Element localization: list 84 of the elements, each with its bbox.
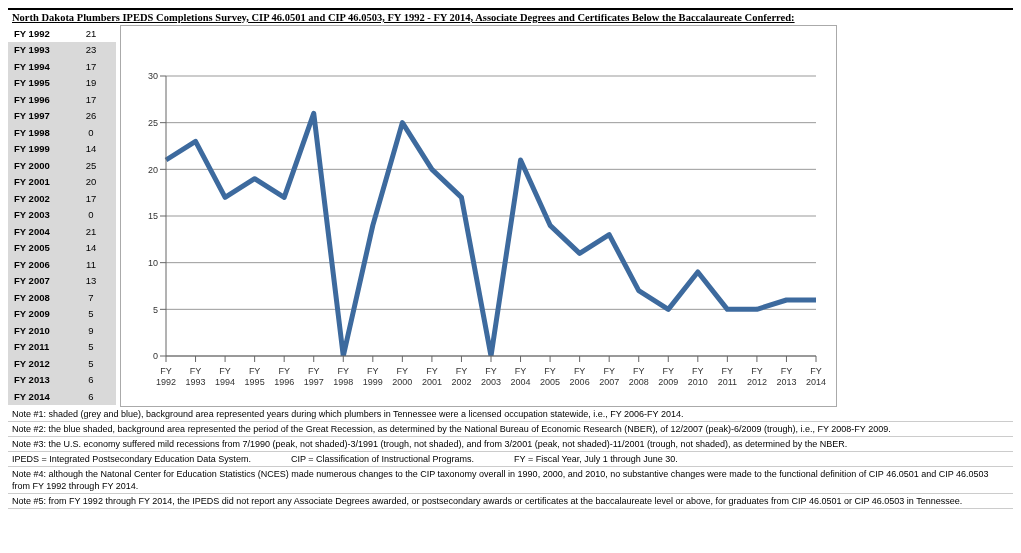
x-tick-label: FY 2014	[805, 366, 827, 387]
x-tick-label: FY 1996	[274, 366, 295, 387]
category-label: FY 2012	[13, 357, 51, 369]
data-label: 17	[84, 93, 98, 105]
category-label: FY 1997	[13, 110, 51, 122]
category-label: FY 2014	[13, 390, 51, 402]
category-label: FY 1994	[13, 60, 51, 72]
category-label: FY 2003	[13, 209, 51, 221]
y-tick-label: 0	[152, 351, 158, 362]
x-tick-label: FY 1992	[155, 366, 177, 387]
x-tick-label: FY 2008	[628, 366, 649, 387]
text: Note #3: the U.S. economy suffered mild recessions from 7/1990 (peak, not shaded)-3/1991 (trough, not shaded), and from 3/2001 (peak, not shaded)-11/2001 (trough, not shaded), as determined by the NBER.	[8, 437, 1013, 452]
x-tick-label: FY 1994	[215, 366, 236, 387]
x-tick-label: FY 1998	[333, 366, 354, 387]
y-tick-label: 10	[147, 257, 158, 268]
y-tick-label: 20	[147, 164, 158, 175]
data-label: 13	[84, 275, 98, 287]
data-label: 14	[84, 242, 98, 254]
category-label: FY 2010	[13, 324, 51, 336]
x-tick-label: FY 2007	[599, 366, 620, 387]
category-label: FY 2009	[13, 308, 51, 320]
data-label: 7	[87, 291, 95, 303]
y-tick-label: 25	[147, 117, 158, 128]
x-tick-label: FY 1997	[303, 366, 324, 387]
data-label: 23	[84, 44, 98, 56]
category-label: FY 2000	[13, 159, 51, 171]
y-tick-label: 15	[147, 211, 158, 222]
text: Note #2: the blue shaded, background area represented the period of the Great Recession, as determined by the National Bureau of Economic Research (NBER), of 12/2007 (peak)-6/2009 (trough), i.e., FY 2008-FY 2009.	[8, 422, 1013, 437]
category-label: FY 2007	[13, 275, 51, 287]
x-tick-label: FY 2009	[658, 366, 679, 387]
x-tick-label: FY 2003	[480, 366, 502, 387]
text: Note #1: shaded (grey and blue), background area represented years during which plumbers in Tennessee were a licensed occupation statewide, i.e., FY 2006-FY 2014.	[8, 407, 1013, 422]
data-label: 6	[87, 390, 95, 402]
data-label: 11	[85, 258, 97, 270]
y-tick-label: 5	[152, 304, 158, 315]
category-label: FY 1993	[13, 44, 51, 56]
x-tick-label: FY 1999	[362, 366, 383, 387]
x-tick-label: FY 2004	[510, 366, 531, 387]
x-tick-label: FY 2006	[569, 366, 590, 387]
x-tick-label: FY 2001	[421, 366, 442, 387]
x-tick-label: FY 2002	[451, 366, 472, 387]
data-label: 5	[87, 357, 95, 369]
category-label: FY 1995	[13, 77, 51, 89]
data-label: 9	[87, 324, 95, 336]
x-tick-label: FY 2005	[540, 366, 561, 387]
chart-title: North Dakota Plumbers IPEDS Completions Survey, CIP 46.0501 and CIP 46.0503, FY 1992 - FY 2014, Associate Degrees and Certificates Below the Baccalaureate Conferred:	[8, 8, 1013, 25]
data-label: 17	[84, 192, 98, 204]
x-tick-label: FY 2010	[687, 366, 708, 387]
x-tick-label: FY 2013	[776, 366, 797, 387]
category-label: FY 2006	[13, 258, 51, 270]
data-label: 19	[84, 77, 98, 89]
category-label: FY 1999	[13, 143, 51, 155]
data-label: 0	[87, 209, 95, 221]
text: Note #4: although the Natonal Center for Education Statistics (NCES) made numerous changes to the CIP taxonomy overall in 1990, 2000, and 2010, no substantive changes were made to the functional definition of CIP 46.0501 and CIP 46.0503 from FY 1992 through FY 2014.	[8, 467, 1013, 494]
text: FY = Fiscal Year, July 1 through June 30.	[514, 453, 678, 465]
category-label: FY 2008	[13, 291, 51, 303]
data-label: 6	[87, 374, 95, 386]
category-label: FY 2002	[13, 192, 51, 204]
category-label: FY 1992	[13, 27, 51, 39]
category-label: FY 1996	[13, 93, 51, 105]
y-tick-label: 30	[147, 71, 158, 82]
data-label: 25	[84, 159, 98, 171]
data-label: 21	[84, 225, 98, 237]
text: Note #5: from FY 1992 through FY 2014, the IPEDS did not report any Associate Degrees awarded, or postsecondary awards or certificates at the baccalaureate level or above, for graduates from CIP 46.0501 or CIP 46.0503 in Tennessee.	[8, 494, 1013, 509]
x-tick-label: FY 2000	[392, 366, 413, 387]
category-label: FY 2011	[13, 341, 51, 353]
x-tick-label: FY 1995	[244, 366, 265, 387]
x-tick-label: FY 2012	[746, 366, 767, 387]
text: CIP = Classification of Instructional Programs.	[290, 453, 475, 465]
data-label: 0	[87, 126, 95, 138]
x-tick-label: FY 1993	[185, 366, 206, 387]
category-label: FY 2001	[13, 176, 51, 188]
category-label: FY 1998	[13, 126, 51, 138]
text: IPEDS = Integrated Postsecondary Education Data System.	[12, 453, 251, 465]
data-label: 14	[84, 143, 98, 155]
data-label: 26	[84, 110, 98, 122]
category-label: FY 2005	[13, 242, 51, 254]
data-label: 20	[84, 176, 98, 188]
data-label: 5	[87, 308, 95, 320]
data-label: 5	[87, 341, 95, 353]
data-label: 17	[84, 60, 98, 72]
data-label: 21	[84, 27, 98, 39]
category-label: FY 2004	[13, 225, 51, 237]
x-tick-label: FY 2011	[717, 366, 738, 387]
